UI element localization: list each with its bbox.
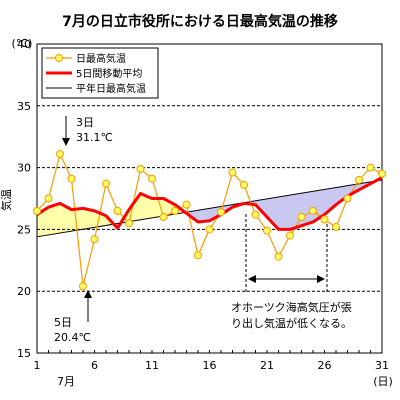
- y-unit-label: (℃): [12, 37, 33, 50]
- bracket-arrow-right-head: [317, 275, 325, 283]
- daily-marker-27: [332, 222, 340, 231]
- note-line-1: オホーツク海高気圧が張: [231, 300, 352, 314]
- daily-marker-14: [182, 200, 191, 209]
- cool-period-bracket: [245, 214, 328, 293]
- x-tick-label-6: 6: [91, 359, 98, 372]
- x-tick-label-1: 1: [34, 359, 41, 372]
- x-tick-label-11: 11: [145, 359, 159, 372]
- series-moving-average: [36, 176, 383, 231]
- fill-segment-4: [83, 208, 95, 230]
- series-normal: [36, 179, 383, 238]
- max-value-label: 31.1℃: [76, 131, 113, 144]
- daily-marker-18: [228, 168, 237, 177]
- legend: 日最高気温 5日間移動平均 平年日最高気温: [41, 47, 159, 99]
- bracket-arrow-left-head: [248, 275, 256, 283]
- fill-segment-21: [278, 195, 290, 230]
- fill-segment-14: [198, 208, 210, 222]
- fill-segment-8: [129, 193, 141, 222]
- fill-segment-10: [152, 198, 164, 218]
- legend-daily-label: 日最高気温: [76, 52, 126, 65]
- x-tick-label-26: 26: [318, 359, 332, 372]
- note-box: オホーツク海高気圧が張 り出し気温が低くなる。: [231, 300, 352, 330]
- legend-daily-marker: [55, 54, 63, 62]
- y-tick-label-35: 35: [17, 100, 31, 113]
- daily-max-markers: [33, 150, 386, 291]
- y-tick-label-30: 30: [17, 162, 31, 175]
- fill-segment-26: [336, 185, 348, 205]
- daily-marker-5: [79, 282, 87, 291]
- x-tick-label-16: 16: [203, 359, 217, 372]
- min-annotation: 5日 20.4℃: [54, 290, 92, 344]
- daily-marker-15: [194, 251, 202, 260]
- daily-marker-31: [378, 169, 386, 178]
- fill-segment-22: [290, 193, 302, 230]
- y-tick-label-25: 25: [17, 223, 31, 236]
- legend-normal-label: 平年日最高気温: [76, 82, 146, 95]
- x-month-label: 7月: [57, 375, 75, 388]
- y-tick-label-15: 15: [17, 347, 31, 360]
- y-tick-label-40: 40: [17, 38, 31, 51]
- daily-marker-20: [251, 210, 260, 219]
- moving-average-line: [36, 176, 383, 231]
- fill-segment-2: [60, 203, 72, 234]
- note-line-2: り出し気温が低くなる。: [231, 316, 352, 330]
- fill-segment-24: [313, 189, 325, 222]
- fill-segment-9: [140, 193, 152, 220]
- daily-marker-13: [171, 206, 179, 215]
- daily-marker-6: [90, 235, 99, 244]
- normal-line: [36, 179, 383, 238]
- x-tick-label-31: 31: [375, 359, 389, 372]
- legend-ma-label: 5日間移動平均: [76, 67, 142, 80]
- daily-marker-2: [44, 194, 53, 203]
- daily-marker-19: [240, 180, 248, 189]
- x-tick-label-21: 21: [260, 359, 274, 372]
- min-day-label: 5日: [54, 316, 72, 329]
- y-axis-label: 気温: [0, 189, 13, 211]
- max-day-label: 3日: [76, 116, 94, 129]
- fill-segment-20: [267, 197, 279, 230]
- daily-marker-17: [217, 208, 225, 217]
- daily-marker-16: [205, 225, 214, 234]
- daily-marker-10: [136, 164, 145, 173]
- chart-title: 7月の日立市役所における日最高気温の推移: [62, 13, 338, 30]
- daily-marker-8: [113, 206, 122, 215]
- daily-marker-26: [320, 215, 329, 224]
- daily-marker-21: [263, 226, 271, 235]
- daily-marker-12: [159, 213, 168, 222]
- daily-marker-30: [366, 163, 375, 172]
- daily-marker-1: [33, 206, 41, 215]
- max-annotation: 3日 31.1℃: [62, 116, 113, 146]
- fill-segment-3: [71, 208, 83, 232]
- min-arrow-head: [84, 290, 92, 298]
- x-unit-label: (日): [373, 375, 393, 388]
- daily-marker-4: [67, 174, 76, 183]
- daily-marker-23: [286, 231, 294, 240]
- daily-marker-29: [355, 175, 363, 184]
- daily-marker-7: [102, 179, 110, 188]
- daily-marker-24: [297, 213, 306, 222]
- fill-segment-25: [324, 187, 336, 215]
- daily-marker-22: [274, 252, 283, 261]
- y-tick-label-20: 20: [17, 285, 31, 298]
- daily-marker-25: [309, 206, 317, 215]
- daily-marker-28: [343, 194, 352, 203]
- max-arrow-head: [62, 138, 70, 146]
- fill-segment-1: [48, 203, 60, 235]
- daily-marker-9: [125, 219, 133, 228]
- daily-marker-3: [56, 150, 64, 159]
- daily-marker-11: [148, 174, 156, 183]
- min-value-label: 20.4℃: [54, 331, 91, 344]
